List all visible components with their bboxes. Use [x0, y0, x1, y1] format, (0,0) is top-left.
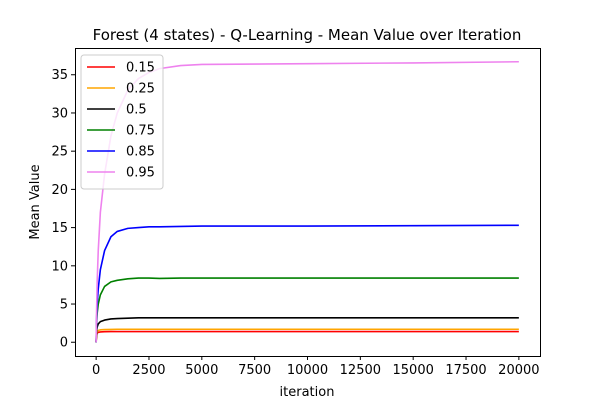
legend-label: 0.75	[126, 124, 155, 139]
series-line-3	[95, 277, 519, 343]
y-tick-label: 25	[51, 145, 68, 160]
series-line-2	[95, 316, 519, 343]
legend: 0.15 0.25 0.5 0.75 0.85 0.95	[80, 54, 164, 190]
y-tick-label: 0	[60, 336, 68, 351]
series-line-0	[95, 330, 519, 343]
y-tick-label: 20	[51, 183, 68, 198]
series-line-4	[95, 224, 519, 343]
x-tick-label: 7500	[238, 363, 271, 378]
legend-label: 0.5	[126, 103, 147, 118]
y-axis: 0 5 10 15 20 25 30 35	[51, 68, 75, 351]
y-axis-label: Mean Value	[28, 164, 43, 239]
y-tick-label: 35	[51, 68, 68, 83]
x-tick-label: 15000	[393, 363, 434, 378]
x-axis: 0 2500 5000 7500 10000 12500 15000 17500 20000	[92, 356, 540, 378]
x-tick-label: 0	[92, 363, 100, 378]
x-tick-label: 2500	[132, 363, 165, 378]
legend-label: 0.85	[126, 145, 155, 160]
x-tick-label: 5000	[185, 363, 218, 378]
y-tick-label: 5	[60, 298, 68, 313]
x-axis-label: iteration	[280, 385, 335, 400]
y-tick-label: 10	[51, 259, 68, 274]
chart-title: Forest (4 states) - Q-Learning - Mean Va…	[93, 26, 522, 44]
x-tick-label: 10000	[287, 363, 328, 378]
y-tick-label: 15	[51, 221, 68, 236]
y-tick-label: 30	[51, 106, 68, 121]
x-tick-label: 17500	[445, 363, 486, 378]
legend-label: 0.15	[126, 61, 155, 76]
legend-label: 0.95	[126, 166, 155, 181]
legend-label: 0.25	[126, 82, 155, 97]
x-tick-label: 20000	[498, 363, 539, 378]
series-line-1	[95, 328, 519, 343]
x-tick-label: 12500	[340, 363, 381, 378]
